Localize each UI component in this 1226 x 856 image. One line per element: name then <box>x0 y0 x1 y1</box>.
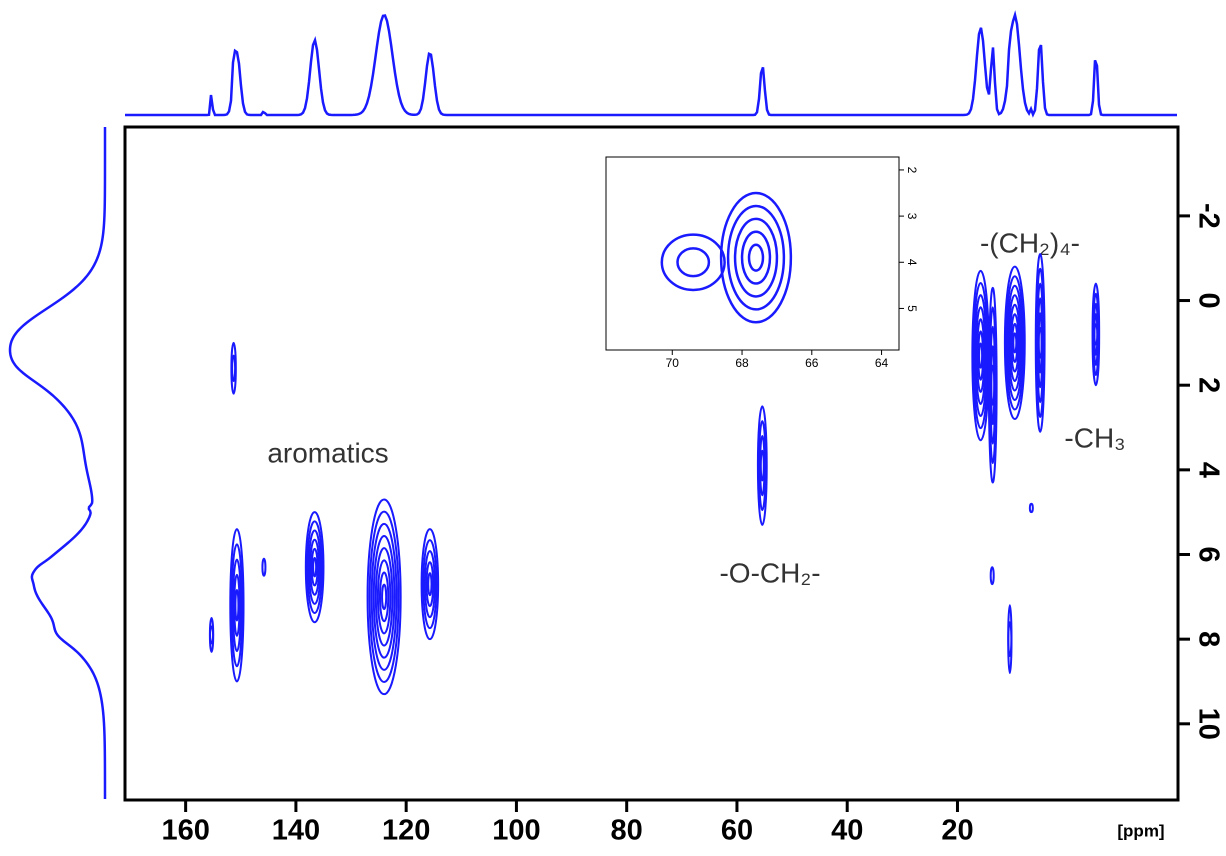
x-tick-label: 120 <box>382 815 430 847</box>
annotation: -(CH₂)₄- <box>980 227 1080 258</box>
x-tick-label: 160 <box>161 815 209 847</box>
contour <box>987 286 998 484</box>
x-tick-label: 80 <box>611 815 643 847</box>
contour <box>230 543 244 668</box>
inset-y-tick-label: 4 <box>905 259 919 266</box>
contour <box>420 528 440 641</box>
contour <box>310 547 319 587</box>
contour <box>423 550 436 619</box>
contour <box>1011 322 1019 363</box>
inset-y-tick-label: 2 <box>905 167 919 174</box>
contour <box>304 511 325 624</box>
contour <box>978 342 984 369</box>
contour <box>306 520 324 615</box>
contour <box>381 583 388 610</box>
contour <box>374 547 394 647</box>
contour <box>972 282 989 430</box>
contour <box>1007 294 1023 392</box>
contour <box>676 247 711 278</box>
contour <box>973 294 988 418</box>
contour <box>261 557 267 577</box>
contour <box>368 510 400 684</box>
inset-frame <box>605 156 900 351</box>
contour <box>233 573 241 637</box>
top-projection <box>125 10 1177 118</box>
annotation: -O-CH₂- <box>719 557 820 588</box>
contour <box>1034 252 1046 433</box>
contour <box>756 405 768 526</box>
contour <box>422 539 438 630</box>
contour <box>427 572 433 597</box>
y-tick-label: 8 <box>1192 631 1224 647</box>
contour <box>312 557 318 578</box>
inset-x-tick-label: 70 <box>666 356 680 370</box>
contour <box>366 498 402 696</box>
contour <box>726 204 786 311</box>
contour <box>1005 275 1025 411</box>
contour <box>1091 282 1101 387</box>
contour <box>370 522 398 671</box>
contour <box>231 558 242 653</box>
contour <box>376 559 392 635</box>
y-tick-label: 2 <box>1192 377 1224 393</box>
contour <box>759 434 766 497</box>
y-tick-label: 6 <box>1192 546 1224 562</box>
inset-x-tick-label: 66 <box>805 356 819 370</box>
inset-y-tick-label: 5 <box>905 305 919 312</box>
contour <box>989 566 995 586</box>
annotation: -CH₃ <box>1064 422 1125 453</box>
inset-x-tick-label: 68 <box>735 356 749 370</box>
x-tick-label: 140 <box>272 815 320 847</box>
contour <box>719 191 793 324</box>
contour <box>733 217 779 298</box>
contour <box>977 330 984 381</box>
contour <box>230 341 237 395</box>
plot-frame <box>123 125 1180 802</box>
x-unit: [ppm] <box>1117 821 1164 840</box>
contour <box>1010 313 1020 373</box>
x-tick-label: 100 <box>492 815 540 847</box>
contour <box>307 529 322 605</box>
contour <box>759 449 765 482</box>
x-tick-label: 40 <box>831 815 863 847</box>
contour <box>740 230 772 285</box>
inset-y-tick-label: 3 <box>905 213 919 220</box>
y-tick-label: 0 <box>1192 292 1224 308</box>
contour <box>309 538 321 596</box>
y-tick-label: 4 <box>1192 462 1224 478</box>
contour <box>229 528 245 683</box>
contour <box>976 318 986 393</box>
contour <box>378 571 390 623</box>
contour <box>747 243 765 272</box>
y-tick-label: -2 <box>1192 203 1224 229</box>
annotation: aromatics <box>267 437 388 468</box>
contour <box>231 354 237 382</box>
contour <box>1028 502 1034 514</box>
left-projection <box>8 127 107 800</box>
y-tick-label: 10 <box>1192 708 1224 740</box>
contour <box>1008 303 1021 382</box>
contour <box>989 325 997 445</box>
contour <box>1003 265 1026 421</box>
contour <box>974 306 987 405</box>
inset-x-tick-label: 64 <box>875 356 889 370</box>
contour <box>372 534 396 659</box>
x-tick-label: 60 <box>721 815 753 847</box>
contour <box>425 561 435 608</box>
contour <box>208 616 215 653</box>
contour <box>1006 284 1024 402</box>
contour <box>660 233 726 292</box>
contour <box>1007 604 1013 675</box>
contour <box>758 420 767 512</box>
contour <box>1012 332 1018 354</box>
x-tick-label: 20 <box>941 815 973 847</box>
contour <box>234 589 240 622</box>
